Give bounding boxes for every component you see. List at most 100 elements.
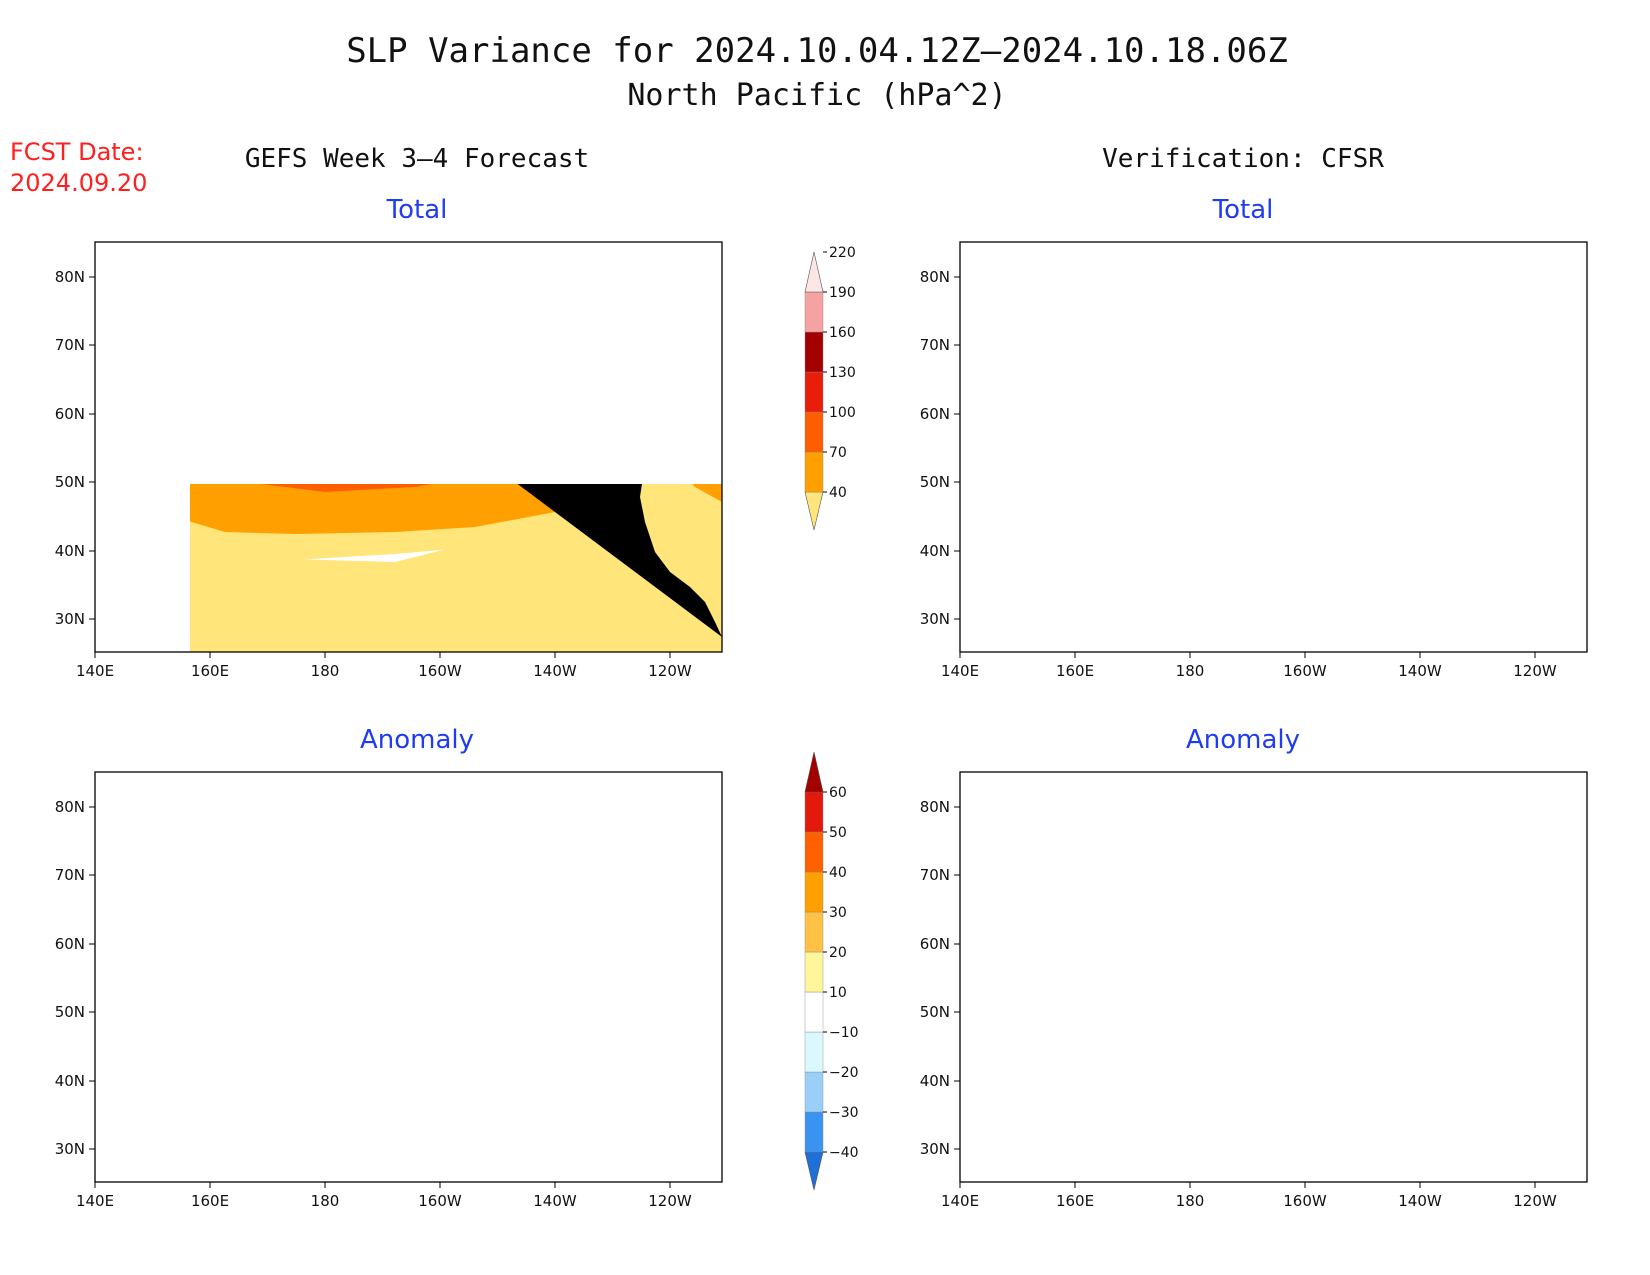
lon-tick-label: 140W [533, 662, 577, 680]
lon-tick-label: 160E [1056, 662, 1094, 680]
colorbar-segment [804, 751, 824, 793]
colorbar-segment [804, 991, 824, 1033]
contour-10-20 [275, 937, 435, 1004]
lon-tick-label: 160W [418, 662, 462, 680]
colorbar-label: −10 [829, 1025, 859, 1041]
colorbar-segment [804, 331, 824, 373]
lat-tick-label: 60N [55, 405, 85, 423]
colorbar-segment [804, 371, 824, 413]
colorbar-label: −30 [829, 1105, 859, 1121]
map-panel-forecast-anomaly [94, 771, 723, 1183]
colorbar-label: −40 [829, 1145, 859, 1161]
contour-20-30 [310, 952, 400, 997]
contour-160-190 [305, 420, 390, 454]
lat-tick-label: 60N [55, 935, 85, 953]
contour-70-100 [190, 484, 722, 534]
contour-m10-m20 [95, 947, 615, 1162]
colorbar-segment [804, 291, 824, 333]
colorbar-anomaly: −40 −30 −20 −10 10 20 30 40 50 60 [804, 751, 859, 1191]
colorbar-label: 20 [829, 945, 847, 961]
lat-tick-label: 30N [920, 610, 950, 628]
contour-40-70 [960, 262, 1587, 652]
lat-tick-label: 60N [920, 935, 950, 953]
colorbar-label: 70 [829, 445, 847, 461]
lon-tick-label: 160E [191, 662, 229, 680]
contour-30-40 [1005, 812, 1587, 1018]
colorbar-label: 50 [829, 825, 847, 841]
contour-20-30 [990, 802, 1587, 1057]
colorbar-label: 10 [829, 985, 847, 1001]
colorbar-segment [804, 1071, 824, 1113]
lon-tick-label: 140W [533, 1192, 577, 1210]
panel-title-verification-anomaly: Anomaly [1186, 725, 1300, 755]
fcst-date-value: 2024.09.20 [10, 169, 147, 197]
lon-tick-label: 140W [1398, 662, 1442, 680]
colorbar-label: 60 [829, 785, 847, 801]
contour-m10-m20 [960, 772, 1587, 1182]
contour-100-130 [261, 484, 431, 492]
colorbar-label: 40 [829, 865, 847, 881]
lat-tick-label: 50N [920, 1003, 950, 1021]
lat-tick-label: 70N [55, 866, 85, 884]
lon-tick-label: 180 [1176, 1192, 1205, 1210]
colorbar-segment [804, 951, 824, 993]
lat-tick-label: 70N [920, 866, 950, 884]
contour-70-100 [970, 282, 1587, 532]
contour-10-20 [970, 792, 1587, 1072]
colorbar-segment [804, 251, 824, 293]
column-title-forecast: GEFS Week 3–4 Forecast [245, 144, 589, 174]
colorbar-segment [804, 491, 824, 531]
colorbar-segment [804, 831, 824, 873]
lat-tick-label: 50N [55, 1003, 85, 1021]
lon-tick-label: 120W [648, 1192, 692, 1210]
colorbar-label: 130 [829, 365, 856, 381]
panel-title-verification-total: Total [1212, 195, 1274, 225]
contour-m40 [960, 772, 1465, 1078]
map-panel-verification-total [959, 241, 1588, 653]
contour-m30-m40 [960, 772, 1472, 1090]
lon-tick-label: 180 [1176, 662, 1205, 680]
colorbar-segment [804, 451, 824, 493]
lat-tick-label: 80N [55, 798, 85, 816]
lat-tick-label: 80N [920, 798, 950, 816]
main-title: SLP Variance for 2024.10.04.12Z–2024.10.… [346, 31, 1288, 71]
contour-m20-m30 [125, 1004, 525, 1122]
colorbar-segment [804, 1151, 824, 1191]
colorbar-segment [804, 911, 824, 953]
lon-tick-label: 140E [76, 1192, 114, 1210]
colorbar-total: 40 70 100 130 160 190 220 [804, 245, 856, 531]
lat-tick-label: 70N [920, 336, 950, 354]
lat-tick-label: 50N [920, 473, 950, 491]
lat-tick-label: 40N [55, 542, 85, 560]
lon-tick-label: 160E [191, 1192, 229, 1210]
lon-tick-label: 180 [311, 662, 340, 680]
map-panel-forecast-total [94, 241, 723, 653]
contour-m20-m30 [960, 772, 1495, 1112]
colorbar-segment [804, 1111, 824, 1153]
contour-130-160 [245, 400, 450, 467]
axes-layer: 140E 160E 180 160W 140W 120W 80N 70N 60N 50N 40N 30… [55, 268, 1557, 1210]
colorbar-segment [804, 871, 824, 913]
contour-60 [1305, 830, 1587, 979]
colorbar-label: 30 [829, 905, 847, 921]
colorbar-label: 40 [829, 485, 847, 501]
lon-tick-label: 180 [311, 1192, 340, 1210]
lat-tick-label: 30N [55, 610, 85, 628]
contour-130-160 [1020, 414, 1380, 500]
main-subtitle: North Pacific (hPa^2) [627, 78, 1006, 113]
lon-tick-label: 140E [941, 662, 979, 680]
colorbar-segment [804, 791, 824, 833]
panel-title-forecast-anomaly: Anomaly [360, 725, 474, 755]
lon-tick-label: 120W [648, 662, 692, 680]
contour-160-190 [1290, 427, 1355, 464]
colorbar-segment [804, 411, 824, 453]
lat-tick-label: 30N [920, 1140, 950, 1158]
lat-tick-label: 80N [920, 268, 950, 286]
lon-tick-label: 120W [1513, 1192, 1557, 1210]
colorbar-label: 100 [829, 405, 856, 421]
contour-100-130 [985, 394, 1425, 502]
panel-title-forecast-total: Total [386, 195, 448, 225]
contour-50-60 [1300, 827, 1587, 982]
lon-tick-label: 160W [1283, 662, 1327, 680]
